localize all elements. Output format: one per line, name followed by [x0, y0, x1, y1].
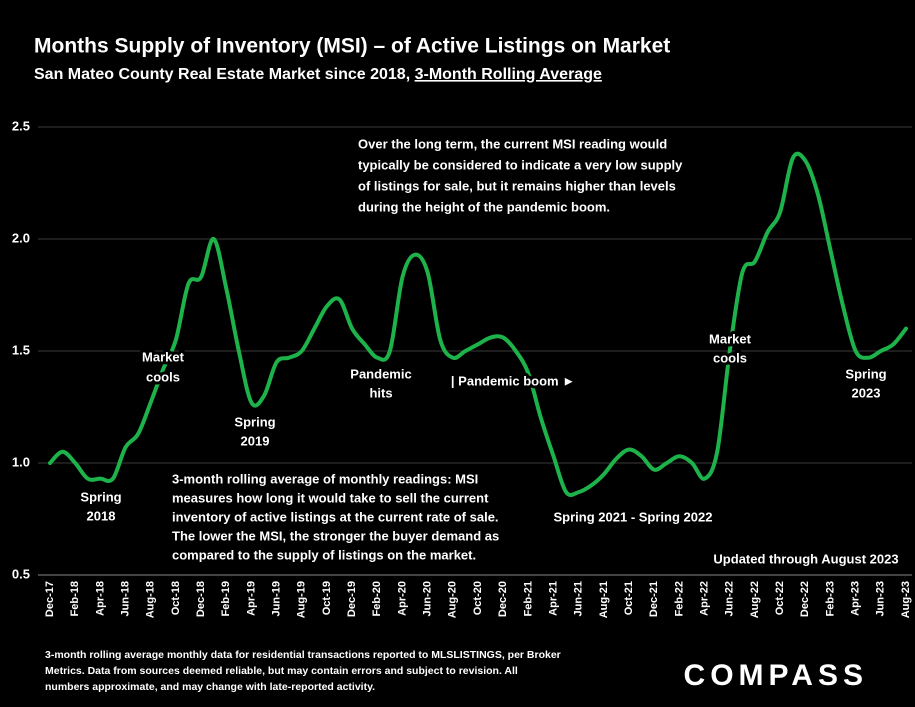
annotation: 2018 [87, 508, 116, 523]
x-tick-label: Jun-23 [875, 581, 887, 616]
annotation: during the height of the pandemic boom. [358, 199, 610, 214]
x-tick-label: Dec-18 [195, 581, 207, 617]
x-tick-label: Jun-22 [724, 581, 736, 616]
data-line [48, 151, 908, 498]
x-tick-label: Feb-19 [220, 581, 232, 616]
x-tick-label: Apr-18 [94, 581, 106, 616]
footnote: numbers approximate, and may change with… [45, 681, 375, 693]
annotation: Market [709, 331, 752, 346]
x-tick-label: Apr-19 [245, 581, 257, 616]
annotation: inventory of active listings at the curr… [172, 509, 499, 524]
x-tick-label: Oct-21 [623, 581, 635, 615]
x-tick-label: Apr-22 [698, 581, 710, 616]
x-tick-label: Oct-18 [170, 581, 182, 615]
annotation: hits [369, 385, 392, 400]
annotation: Spring [234, 414, 275, 429]
x-tick-label: Oct-22 [774, 581, 786, 615]
annotation: compared to the supply of listings on th… [172, 547, 476, 562]
x-tick-label: Feb-18 [69, 581, 81, 616]
annotation: Market [142, 349, 185, 364]
footnote: 3-month rolling average monthly data for… [45, 649, 561, 661]
annotation: Over the long term, the current MSI read… [358, 136, 667, 151]
annotation: 2019 [241, 433, 270, 448]
x-tick-label: Feb-20 [371, 581, 383, 616]
x-tick-label: Dec-19 [346, 581, 358, 617]
footnote: Metrics. Data from sources deemed reliab… [45, 665, 518, 677]
x-tick-label: Aug-20 [447, 581, 459, 618]
y-tick-label: 0.5 [12, 566, 30, 581]
x-tick-label: Aug-23 [900, 581, 912, 618]
x-tick-label: Feb-21 [522, 581, 534, 616]
annotation: measures how long it would take to sell … [172, 490, 489, 505]
subtitle: San Mateo County Real Estate Market sinc… [34, 66, 415, 83]
x-tick-label: Jun-19 [270, 581, 282, 616]
y-tick-label: 2.0 [12, 230, 30, 245]
annotation: 3-month rolling average of monthly readi… [172, 471, 478, 486]
annotation: 2023 [852, 385, 881, 400]
x-tick-label: Aug-21 [598, 581, 610, 618]
x-tick-label: Jun-18 [119, 581, 131, 616]
annotation: Spring [80, 489, 121, 504]
x-tick-label: Oct-20 [472, 581, 484, 615]
annotation: cools [713, 350, 747, 365]
x-tick-label: Dec-22 [799, 581, 811, 617]
annotation: Spring 2021 - Spring 2022 [554, 509, 713, 524]
annotation: cools [146, 369, 180, 384]
y-tick-label: 1.5 [12, 342, 30, 357]
brand-logo: COMPASS [684, 659, 868, 692]
chart-subtitle: San Mateo County Real Estate Market sinc… [34, 66, 602, 83]
x-tick-label: Feb-23 [824, 581, 836, 616]
x-tick-label: Oct-19 [321, 581, 333, 615]
chart-title: Months Supply of Inventory (MSI) – of Ac… [34, 35, 670, 58]
x-tick-label: Jun-20 [422, 581, 434, 616]
x-tick-label: Dec-17 [44, 581, 56, 617]
annotation: Updated through August 2023 [713, 551, 898, 566]
x-tick-label: Dec-20 [497, 581, 509, 617]
annotation: Pandemic [350, 366, 411, 381]
subtitle-emphasis: 3-Month Rolling Average [415, 66, 602, 83]
x-tick-label: Aug-22 [749, 581, 761, 618]
x-tick-label: Apr-23 [850, 581, 862, 616]
x-tick-label: Aug-19 [296, 581, 308, 618]
annotation: typically be considered to indicate a ve… [358, 157, 683, 172]
x-tick-label: Feb-22 [673, 581, 685, 616]
x-tick-label: Apr-20 [396, 581, 408, 616]
annotation: | Pandemic boom ► [451, 373, 575, 388]
x-tick-label: Jun-21 [573, 581, 585, 616]
annotation: of listings for sale, but it remains hig… [358, 178, 676, 193]
y-tick-label: 2.5 [12, 118, 30, 133]
x-tick-label: Aug-18 [145, 581, 157, 618]
x-tick-label: Dec-21 [648, 581, 660, 617]
x-tick-label: Apr-21 [547, 581, 559, 616]
annotation: Spring [845, 366, 886, 381]
y-tick-label: 1.0 [12, 454, 30, 469]
annotation: The lower the MSI, the stronger the buye… [172, 528, 499, 543]
